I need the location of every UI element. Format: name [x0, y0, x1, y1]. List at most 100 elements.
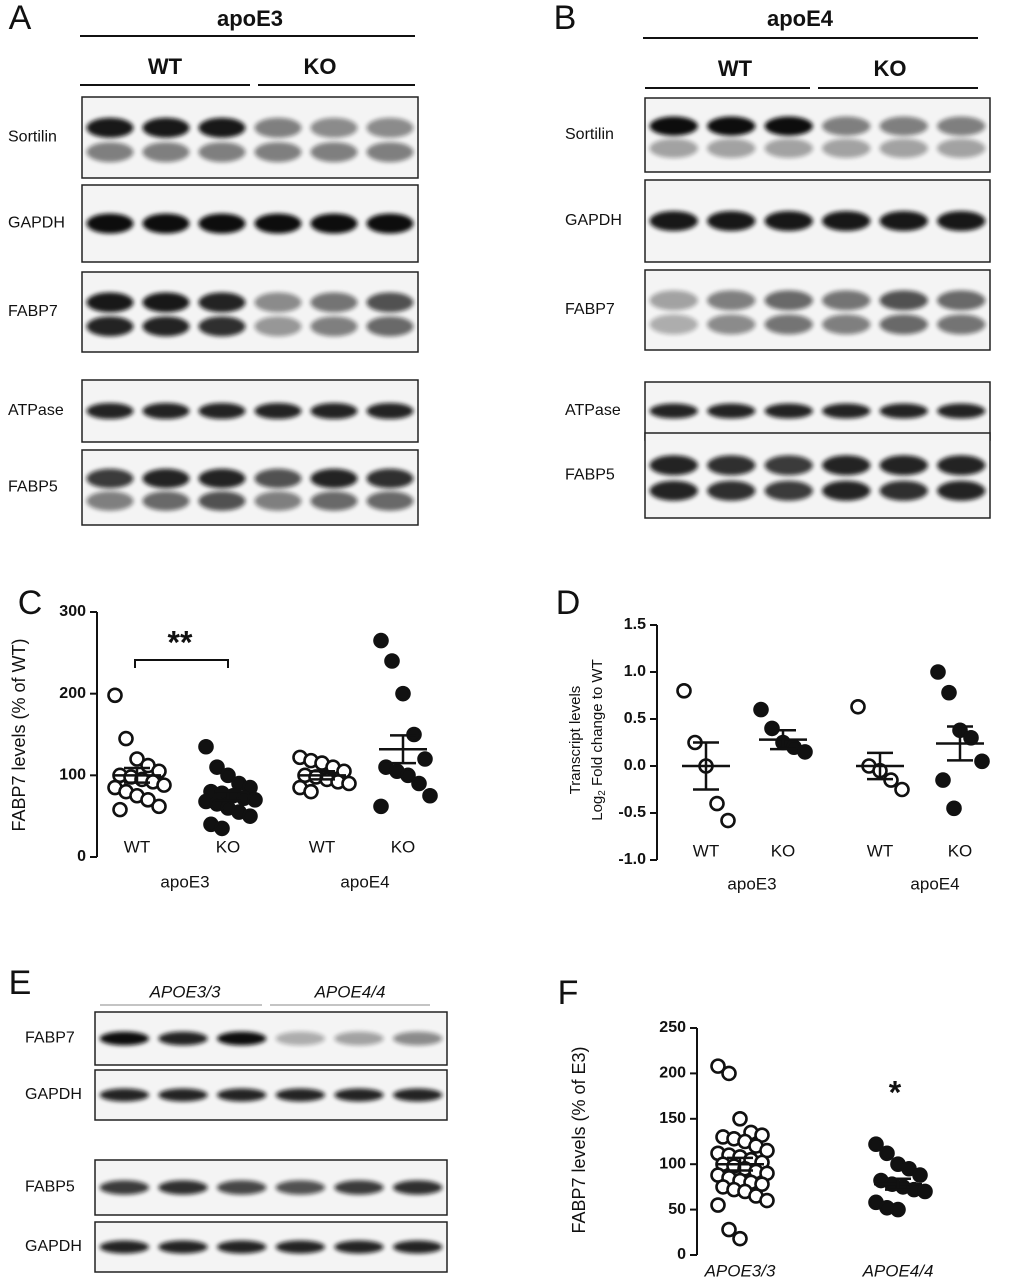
data-point — [759, 1192, 775, 1209]
band — [217, 1180, 267, 1195]
band — [86, 491, 134, 511]
blot-header: apoE3 — [217, 6, 283, 31]
x-tick-label: WT — [867, 841, 893, 860]
band — [158, 1180, 208, 1195]
band — [937, 211, 986, 231]
data-point — [935, 772, 951, 788]
group-label: apoE4 — [340, 872, 389, 891]
band — [366, 117, 414, 138]
blot-box — [81, 271, 419, 353]
band — [649, 211, 698, 231]
band — [393, 1180, 443, 1195]
data-point — [797, 744, 813, 760]
panel-letter: A — [9, 0, 32, 37]
band — [334, 1088, 384, 1102]
band — [649, 116, 698, 136]
data-point — [894, 781, 910, 798]
band — [275, 1088, 325, 1102]
band — [707, 455, 756, 476]
x-tick-label: APOE4/4 — [862, 1261, 934, 1280]
y-tick-label: 1.0 — [624, 663, 646, 680]
blot-row-label: GAPDH — [25, 1086, 82, 1103]
data-point — [303, 783, 319, 800]
data-point — [754, 1176, 770, 1192]
band — [937, 290, 986, 311]
band — [649, 455, 698, 476]
band — [142, 213, 190, 234]
blot-row-label: GAPDH — [8, 215, 65, 232]
band — [393, 1031, 443, 1046]
data-point — [151, 798, 167, 815]
y-axis-label-part: Fold change to WT — [589, 659, 606, 790]
band — [86, 402, 134, 420]
x-tick-label: APOE3/3 — [704, 1261, 776, 1280]
band — [822, 138, 871, 158]
band — [764, 455, 813, 476]
band — [99, 1031, 149, 1046]
band — [217, 1088, 267, 1102]
data-point — [946, 800, 962, 817]
band — [649, 403, 698, 419]
band — [822, 403, 871, 419]
y-axis-label: Log2 Fold change to WT — [589, 659, 608, 821]
blot-box — [644, 97, 991, 173]
data-point — [417, 751, 433, 767]
blot-box — [94, 1069, 448, 1121]
band — [275, 1180, 325, 1195]
band — [822, 480, 871, 501]
y-tick-label: 300 — [59, 603, 86, 620]
band — [822, 116, 871, 136]
y-tick-label: -0.5 — [618, 804, 646, 821]
band — [937, 138, 986, 158]
band — [707, 116, 756, 136]
band — [937, 480, 986, 501]
data-point — [395, 685, 411, 702]
data-point — [242, 808, 258, 824]
band — [310, 292, 358, 313]
band — [310, 213, 358, 234]
data-point — [220, 767, 236, 784]
band — [649, 290, 698, 311]
x-tick-label: KO — [948, 841, 973, 860]
group-label: KO — [874, 56, 907, 81]
x-tick-label: WT — [693, 841, 719, 860]
band — [275, 1031, 325, 1046]
x-tick-label: KO — [391, 837, 416, 856]
blot-row-label: Sortilin — [565, 126, 614, 143]
blot-row-label: FABP7 — [25, 1030, 75, 1047]
group-label: KO — [304, 54, 337, 79]
data-point — [156, 777, 172, 793]
data-point — [753, 701, 769, 718]
blot-box — [94, 1011, 448, 1066]
band — [142, 491, 190, 511]
panel-letter: C — [18, 584, 43, 622]
data-point — [917, 1183, 933, 1200]
group-label: apoE3 — [727, 874, 776, 893]
band — [310, 402, 358, 420]
band — [879, 116, 928, 136]
group-label: WT — [718, 56, 753, 81]
y-tick-label: 250 — [659, 1019, 686, 1036]
band — [142, 117, 190, 138]
band — [198, 292, 246, 313]
band — [764, 116, 813, 136]
blot-box — [81, 379, 419, 443]
band — [879, 211, 928, 231]
blot-row-label: FABP5 — [25, 1179, 75, 1196]
band — [142, 316, 190, 337]
x-tick-label: KO — [771, 841, 796, 860]
blot-row-label: FABP5 — [8, 479, 58, 496]
band — [86, 213, 134, 234]
band — [366, 213, 414, 234]
x-tick-label: WT — [309, 837, 335, 856]
data-point — [879, 1145, 895, 1162]
band — [707, 211, 756, 231]
data-point — [107, 687, 123, 704]
panel-letter: F — [558, 974, 579, 1012]
blot-row-label: ATPase — [565, 402, 621, 419]
band — [142, 142, 190, 163]
band — [707, 314, 756, 335]
significance: ** — [168, 624, 193, 660]
band — [254, 142, 302, 163]
group-label: APOE3/3 — [149, 982, 221, 1001]
